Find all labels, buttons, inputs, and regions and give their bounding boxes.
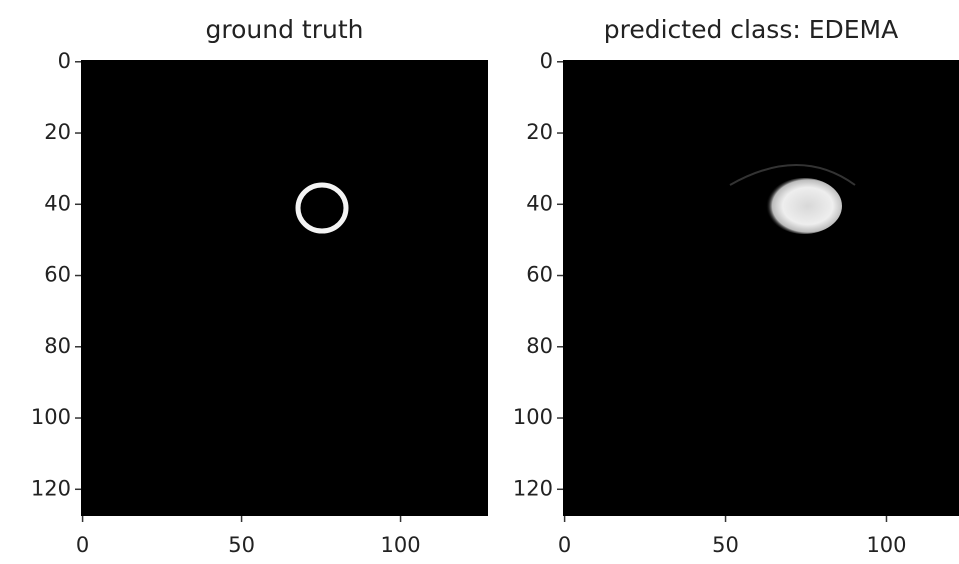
figure: ground truth 0 50 100 0 20 40 60 80 100 120 predict…: [0, 0, 959, 564]
y-tick-label: 20: [44, 120, 71, 144]
y-tick-label: 60: [44, 263, 71, 287]
panel-title: ground truth: [206, 15, 364, 44]
x-tick-label: 0: [558, 533, 571, 557]
y-tick-label: 0: [540, 49, 553, 73]
y-tick-label: 100: [31, 405, 71, 429]
y-tick-label: 120: [513, 476, 553, 500]
x-tick-label: 100: [381, 533, 421, 557]
x-tick-label: 100: [866, 533, 906, 557]
y-tick-label: 0: [58, 49, 71, 73]
x-tick-label: 50: [712, 533, 739, 557]
y-tick-label: 80: [44, 334, 71, 358]
y-tick-label: 40: [44, 191, 71, 215]
y-tick-label: 60: [526, 263, 553, 287]
image-area: [81, 60, 488, 516]
y-tick-label: 20: [526, 120, 553, 144]
x-tick-label: 0: [76, 533, 89, 557]
y-tick-label: 40: [526, 191, 553, 215]
y-tick-label: 80: [526, 334, 553, 358]
prediction-blob: [766, 178, 842, 234]
panel-title: predicted class: EDEMA: [604, 15, 898, 44]
y-tick-label: 100: [513, 405, 553, 429]
y-tick-label: 120: [31, 476, 71, 500]
x-tick-label: 50: [228, 533, 255, 557]
image-area: [563, 60, 959, 516]
